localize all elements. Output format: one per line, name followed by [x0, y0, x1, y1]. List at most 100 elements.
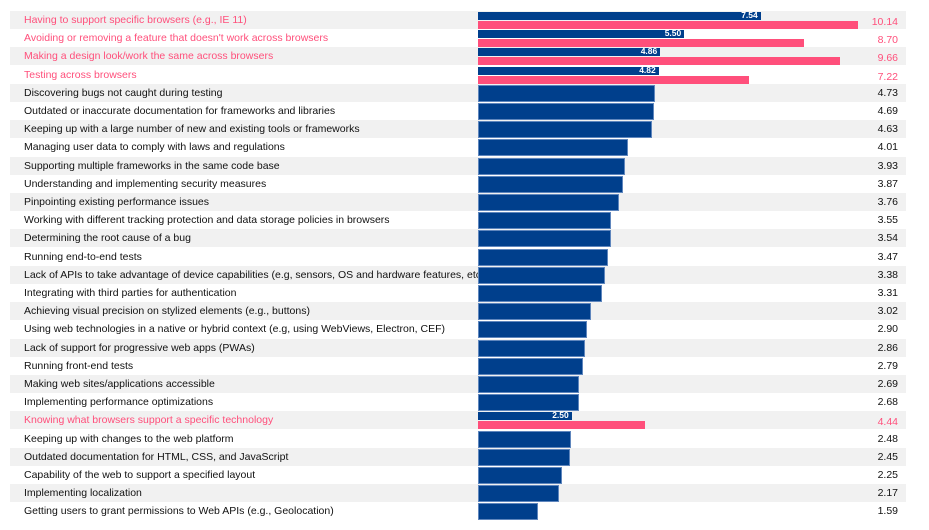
category-label: Keeping up with a large number of new an… [24, 123, 360, 136]
bar-primary [478, 139, 629, 157]
value-label: 3.87 [877, 177, 898, 190]
category-label: Outdated or inaccurate documentation for… [24, 105, 336, 117]
value-label: 2.69 [877, 378, 898, 390]
value-label: 3.31 [877, 287, 898, 299]
chart-row: Outdated or inaccurate documentation for… [10, 102, 906, 120]
category-label: Lack of APIs to take advantage of device… [24, 268, 488, 281]
category-label: Achieving visual precision on stylized e… [24, 305, 310, 318]
category-label: Supporting multiple frameworks in the sa… [24, 159, 280, 172]
value-label: 2.90 [877, 323, 898, 336]
value-label: 7.22 [877, 70, 898, 83]
chart-row: Running end-to-end tests 3.47 [10, 248, 906, 266]
chart-row: Understanding and implementing security … [10, 175, 906, 193]
category-label: Implementing performance optimizations [24, 396, 214, 409]
bar-highlight [478, 21, 859, 29]
category-label: Implementing localization [24, 487, 142, 500]
bar-primary [478, 121, 652, 139]
category-label: Running front-end tests [24, 359, 134, 372]
bar-primary [478, 266, 605, 284]
value-label: 3.93 [877, 159, 898, 172]
category-label: Testing across browsers [24, 68, 137, 81]
bar-primary [478, 448, 570, 466]
value-label: 4.63 [877, 123, 898, 136]
bar-inner-label: 5.50 [664, 28, 682, 39]
bar-highlight [478, 39, 805, 48]
bar-primary: 7.54 [478, 10, 761, 20]
bar-primary: 4.82 [478, 64, 659, 75]
bar-primary [478, 321, 587, 339]
value-label: 2.68 [877, 396, 898, 409]
chart-row: Having to support specific browsers (e.g… [10, 10, 906, 29]
bar-primary [478, 194, 619, 211]
bar-primary [478, 339, 586, 357]
chart-row: Discovering bugs not caught during testi… [10, 83, 906, 102]
chart-row: Keeping up with changes to the web platf… [10, 430, 906, 448]
value-label: 8.70 [877, 34, 898, 47]
value-label: 2.45 [877, 450, 898, 463]
category-label: Avoiding or removing a feature that does… [24, 32, 329, 45]
chart-row: Capability of the web to support a speci… [10, 466, 906, 484]
bar-primary [478, 303, 592, 321]
category-label: Capability of the web to support a speci… [24, 469, 256, 481]
chart-row: Making web sites/applications accessible… [10, 375, 906, 393]
category-label: Lack of support for progressive web apps… [24, 341, 255, 354]
value-label: 2.25 [877, 469, 898, 481]
bar-primary [478, 175, 624, 193]
chart-row: Knowing what browsers support a specific… [10, 410, 906, 430]
category-label: Getting users to grant permissions to We… [24, 505, 334, 518]
value-label: 4.69 [877, 105, 898, 117]
chart-row: Outdated documentation for HTML, CSS, an… [10, 447, 906, 466]
chart-row: Making a design look/work the same acros… [10, 46, 906, 66]
bar-highlight [478, 75, 749, 84]
chart-row: Supporting multiple frameworks in the sa… [10, 156, 906, 175]
bar-primary [478, 357, 583, 375]
bar-primary [478, 394, 579, 412]
chart-row: Integrating with third parties for authe… [10, 284, 906, 302]
bar-primary: 2.50 [478, 410, 572, 421]
category-label: Integrating with third parties for authe… [24, 287, 237, 299]
bar-primary [478, 230, 611, 248]
chart-row: Avoiding or removing a feature that does… [10, 28, 906, 48]
bar-primary [478, 376, 579, 393]
bar-primary [478, 467, 563, 484]
bar-primary [478, 248, 609, 266]
category-label: Working with different tracking protecti… [24, 214, 390, 227]
value-label: 10.14 [871, 16, 898, 28]
category-label: Using web technologies in a native or hy… [24, 323, 445, 336]
value-label: 3.38 [877, 268, 898, 281]
category-label: Determining the root cause of a bug [24, 232, 191, 245]
value-label: 3.55 [877, 214, 898, 227]
bar-inner-label: 4.82 [639, 64, 656, 75]
bar-primary [478, 430, 571, 448]
chart-row: Managing user data to comply with laws a… [10, 138, 906, 157]
bar-primary: 5.50 [478, 28, 685, 39]
chart-row: Lack of support for progressive web apps… [10, 338, 906, 357]
bar-highlight [478, 57, 841, 66]
category-label: Discovering bugs not caught during testi… [24, 86, 223, 99]
category-label: Keeping up with changes to the web platf… [24, 432, 234, 445]
value-label: 3.02 [877, 305, 898, 318]
value-label: 2.86 [877, 341, 898, 354]
chart-row: Pinpointing existing performance issues 3… [10, 193, 906, 211]
category-label: Running end-to-end tests [24, 250, 142, 263]
bar-primary [478, 503, 538, 521]
value-label: 4.44 [877, 416, 898, 429]
chart-row: Testing across browsers 4.82 7.22 [10, 64, 906, 84]
bar-highlight [478, 421, 645, 430]
bar-inner-label: 7.54 [741, 10, 758, 20]
value-label: 2.48 [877, 432, 898, 445]
value-label: 2.17 [877, 487, 898, 500]
chart-row: Keeping up with a large number of new an… [10, 120, 906, 139]
chart-row: Implementing performance optimizations 2.… [10, 393, 906, 412]
value-label: 9.66 [877, 52, 898, 65]
category-label: Managing user data to comply with laws a… [24, 141, 285, 154]
chart-row: Using web technologies in a native or hy… [10, 320, 906, 339]
bar-primary [478, 285, 603, 302]
value-label: 4.73 [877, 86, 898, 99]
category-label: Making a design look/work the same acros… [24, 50, 274, 63]
bar-primary [478, 157, 626, 175]
value-label: 1.59 [877, 505, 898, 518]
chart-row: Implementing localization 2.17 [10, 484, 906, 503]
chart-row: Achieving visual precision on stylized e… [10, 302, 906, 321]
chart-row: Getting users to grant permissions to We… [10, 502, 906, 521]
